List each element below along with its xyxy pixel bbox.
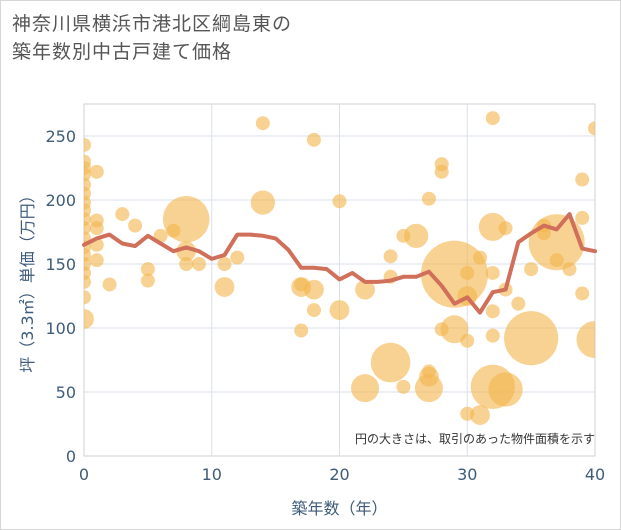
- bubble-point: [498, 221, 513, 236]
- bubble-point: [470, 405, 490, 425]
- bubble-point: [440, 315, 469, 344]
- bubble-point: [485, 328, 500, 343]
- bubble-point: [485, 304, 500, 319]
- bubble-point: [575, 210, 590, 225]
- trend-line-layer: [82, 212, 597, 315]
- bubble-point: [294, 323, 309, 338]
- bubble-point: [179, 257, 194, 271]
- average-price-line: [82, 212, 597, 315]
- x-tick-label: 20: [329, 465, 349, 484]
- bubble-point: [419, 366, 439, 387]
- bubble-point: [115, 207, 130, 222]
- bubble-point: [332, 194, 347, 209]
- bubble-point: [304, 279, 324, 300]
- bubble-point: [329, 300, 350, 320]
- bubble-point: [351, 374, 380, 403]
- bubble-point: [404, 223, 429, 248]
- bubble-point: [355, 279, 375, 300]
- bubble-point: [370, 342, 411, 383]
- bubble-point: [575, 286, 590, 301]
- bubble-point: [485, 265, 500, 280]
- bubble-point: [460, 265, 475, 280]
- bubble-point: [176, 241, 197, 262]
- bubble-point: [473, 250, 488, 265]
- bubble-point: [89, 253, 104, 268]
- bubble-point: [84, 137, 91, 152]
- bubble-point: [140, 273, 155, 288]
- bubble-layer: [84, 111, 595, 425]
- y-tick-label: 150: [45, 255, 76, 274]
- bubble-point: [84, 274, 91, 289]
- bubble-point: [102, 277, 117, 292]
- bubble-point: [89, 164, 104, 179]
- bubble-point: [524, 262, 539, 277]
- bubble-point: [434, 164, 449, 179]
- bubble-point: [562, 262, 577, 277]
- bubble-point: [576, 321, 595, 359]
- x-tick-label: 0: [79, 465, 89, 484]
- bubble-point: [511, 296, 526, 311]
- bubble-point: [575, 172, 590, 187]
- bubble-point: [306, 132, 321, 147]
- chart-title-line-2: 築年数別中古戸建て価格: [12, 41, 233, 63]
- y-tick-label: 100: [45, 319, 76, 338]
- bubble-point: [214, 277, 235, 297]
- bubble-point: [504, 311, 559, 366]
- y-axis-label: 坪（3.3㎡）単価（万円）: [18, 187, 37, 372]
- bubble-point: [89, 221, 104, 236]
- bubble-point: [230, 250, 245, 265]
- bubble-point: [217, 257, 232, 271]
- y-tick-label: 250: [45, 127, 76, 146]
- x-tick-label: 30: [457, 465, 477, 484]
- bubble-point: [488, 372, 523, 407]
- bubble-point: [255, 116, 270, 131]
- x-tick-label: 40: [585, 465, 605, 484]
- bubble-point: [421, 191, 436, 206]
- y-tick-label: 200: [45, 191, 76, 210]
- bubble-point: [485, 111, 500, 126]
- bubble-point: [250, 190, 275, 215]
- bubble-point: [84, 309, 94, 329]
- y-tick-label: 0: [66, 447, 76, 466]
- bubble-point: [162, 195, 210, 243]
- bubble-point: [549, 253, 564, 268]
- bubble-point: [478, 212, 507, 241]
- y-tick-label: 50: [56, 383, 76, 402]
- bubble-point: [460, 333, 475, 348]
- bubble-point: [306, 303, 321, 318]
- bubble-point: [128, 218, 143, 233]
- bubble-point: [191, 257, 206, 271]
- bubble-point: [383, 249, 398, 264]
- chart-title-line-1: 神奈川県横浜市港北区綱島東の: [12, 13, 293, 35]
- bubble-point: [140, 262, 155, 277]
- chart-title: 神奈川県横浜市港北区綱島東の 築年数別中古戸建て価格: [12, 10, 292, 66]
- bubble-point: [396, 379, 411, 394]
- x-tick-label: 10: [202, 465, 222, 484]
- x-axis-label: 築年数（年）: [291, 499, 387, 518]
- bubble-point: [84, 290, 91, 305]
- bubble-point: [588, 121, 595, 136]
- tick-labels: 0 10 20 30 40 0 50 100 150 200 250: [45, 127, 605, 484]
- chart-annotation: 円の大きさは、取引のあった物件面積を示す: [355, 431, 595, 446]
